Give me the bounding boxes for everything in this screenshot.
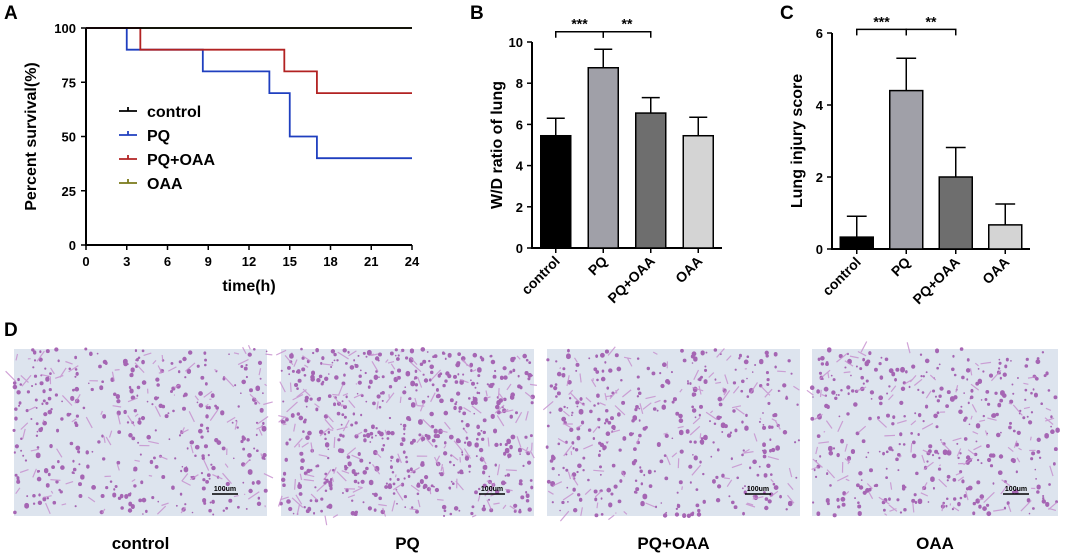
x-axis-label: time(h)	[222, 278, 275, 295]
legend-label: control	[147, 104, 201, 121]
x-tick-label: 15	[283, 254, 297, 269]
micrograph-caption: PQ+OAA	[637, 534, 709, 553]
category-label: PQ+OAA	[909, 254, 962, 307]
x-tick-label: 21	[364, 254, 378, 269]
micrograph-control: 100um	[5, 344, 274, 516]
y-tick-label: 0	[816, 242, 823, 257]
alveolar-walls	[542, 346, 800, 522]
scale-bar-label: 100um	[481, 486, 503, 493]
x-tick-label: 0	[82, 254, 89, 269]
tissue-cells	[279, 347, 536, 517]
bar-oaa	[988, 224, 1023, 250]
y-tick-label: 25	[62, 184, 76, 199]
bar-control	[540, 134, 572, 249]
scale-bar-label: 100um	[1005, 486, 1027, 493]
micrograph-pqoaa: 100um	[542, 346, 801, 522]
category-label: PQ	[585, 253, 611, 279]
significance-bracket	[905, 28, 957, 36]
y-tick-label: 2	[816, 170, 823, 185]
panel-letter-d: D	[4, 320, 18, 341]
tissue-cells	[12, 347, 268, 516]
alveolar-walls	[275, 349, 537, 526]
y-tick-label: 4	[516, 159, 524, 174]
scale-bar-label: 100um	[747, 486, 769, 493]
category-label: PQ	[888, 254, 914, 280]
y-tick-label: 10	[509, 35, 523, 50]
series-line-pqoaa	[86, 27, 412, 94]
alveolar-walls	[806, 341, 1058, 516]
y-tick-label: 50	[62, 130, 76, 145]
significance-bracket	[555, 30, 604, 38]
x-tick-label: 12	[242, 254, 256, 269]
panel-letter-a: A	[4, 3, 18, 24]
x-tick-label: 9	[205, 254, 212, 269]
y-tick-label: 8	[516, 76, 523, 91]
category-label: OAA	[979, 254, 1012, 287]
bar-pqoaa	[635, 112, 667, 249]
y-tick-label: 6	[816, 26, 823, 41]
scale-bar-label: 100um	[214, 486, 236, 493]
y-axis-label: Percent survival(%)	[23, 62, 40, 211]
x-tick-label: 3	[123, 254, 130, 269]
legend-label: PQ+OAA	[147, 152, 215, 169]
micrograph-pq: 100um	[275, 347, 537, 526]
y-axis-label: Lung injury score	[789, 74, 806, 208]
bar-pq	[889, 89, 924, 250]
micrograph-caption: OAA	[916, 534, 954, 553]
micrograph-caption: PQ	[395, 534, 420, 553]
y-tick-label: 2	[516, 200, 523, 215]
x-tick-label: 6	[164, 254, 171, 269]
significance-label: ***	[873, 13, 890, 29]
x-tick-label: 24	[405, 254, 420, 269]
category-label: PQ+OAA	[604, 253, 657, 306]
y-tick-label: 0	[69, 238, 76, 253]
micrograph-panel: 100um control 100um PQ 100um PQ+OAA 100um OAA	[5, 341, 1060, 553]
y-tick-label: 0	[516, 241, 523, 256]
category-label: control	[518, 253, 563, 298]
y-axis-label: W/D ratio of lung	[489, 81, 506, 209]
significance-label: ***	[571, 16, 588, 32]
bar-control	[839, 236, 874, 250]
y-tick-label: 100	[54, 21, 76, 36]
alveolar-walls	[5, 344, 274, 515]
y-tick-label: 4	[816, 98, 824, 113]
panel-letter-c: C	[780, 3, 794, 24]
y-tick-label: 75	[62, 75, 76, 90]
micrograph-caption: control	[112, 534, 170, 553]
bar-pq	[587, 67, 619, 249]
series-line-pq	[86, 27, 412, 160]
x-tick-label: 18	[323, 254, 337, 269]
survival-chart: 0 3 6 9 12 15 18 21 24 0 25 50 75 100 time(h) Percent s…	[23, 21, 420, 295]
micrograph-background	[547, 349, 800, 516]
category-label: control	[819, 254, 864, 299]
bar-oaa	[682, 134, 714, 249]
bar-pqoaa	[938, 176, 973, 250]
significance-label: **	[622, 16, 633, 32]
y-tick-label: 6	[516, 117, 523, 132]
significance-label: **	[926, 13, 937, 29]
legend-label: PQ	[147, 128, 170, 145]
micrograph-oaa: 100um	[806, 341, 1060, 518]
legend-label: OAA	[147, 176, 183, 193]
significance-bracket	[602, 30, 652, 38]
significance-bracket	[856, 28, 907, 36]
category-label: OAA	[672, 253, 705, 286]
panel-letter-b: B	[470, 3, 484, 24]
